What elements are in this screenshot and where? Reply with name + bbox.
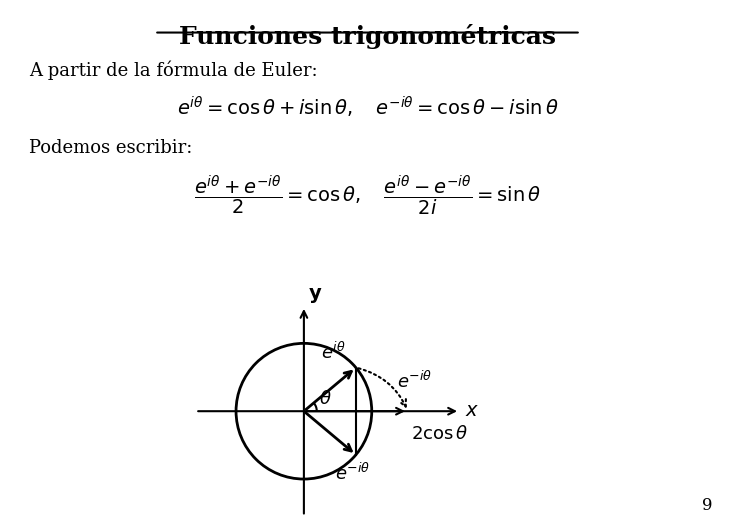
- Text: $\theta$: $\theta$: [320, 390, 332, 408]
- Text: $x$: $x$: [465, 402, 479, 420]
- Text: $e^{i\theta}$: $e^{i\theta}$: [320, 342, 345, 363]
- Text: $2\cos\theta$: $2\cos\theta$: [412, 425, 469, 443]
- Text: $\dfrac{e^{i\theta}+e^{-i\theta}}{2} = \cos\theta, \quad \dfrac{e^{i\theta}-e^{-: $\dfrac{e^{i\theta}+e^{-i\theta}}{2} = \…: [194, 173, 541, 217]
- Text: Funciones trigonométricas: Funciones trigonométricas: [179, 24, 556, 49]
- Text: Podemos escribir:: Podemos escribir:: [29, 139, 193, 157]
- Text: $e^{i\theta} = \cos\theta + i\sin\theta, \quad e^{-i\theta} = \cos\theta - i\sin: $e^{i\theta} = \cos\theta + i\sin\theta,…: [176, 94, 559, 120]
- Text: $\mathbf{y}$: $\mathbf{y}$: [308, 286, 323, 304]
- Text: $e^{-i\theta}$: $e^{-i\theta}$: [397, 371, 432, 392]
- Text: A partir de la fórmula de Euler:: A partir de la fórmula de Euler:: [29, 60, 318, 80]
- Text: $e^{-i\theta}$: $e^{-i\theta}$: [334, 463, 370, 484]
- Text: 9: 9: [703, 498, 713, 514]
